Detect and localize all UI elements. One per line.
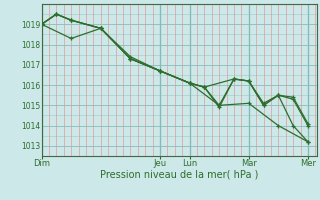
X-axis label: Pression niveau de la mer( hPa ): Pression niveau de la mer( hPa ) <box>100 170 258 180</box>
